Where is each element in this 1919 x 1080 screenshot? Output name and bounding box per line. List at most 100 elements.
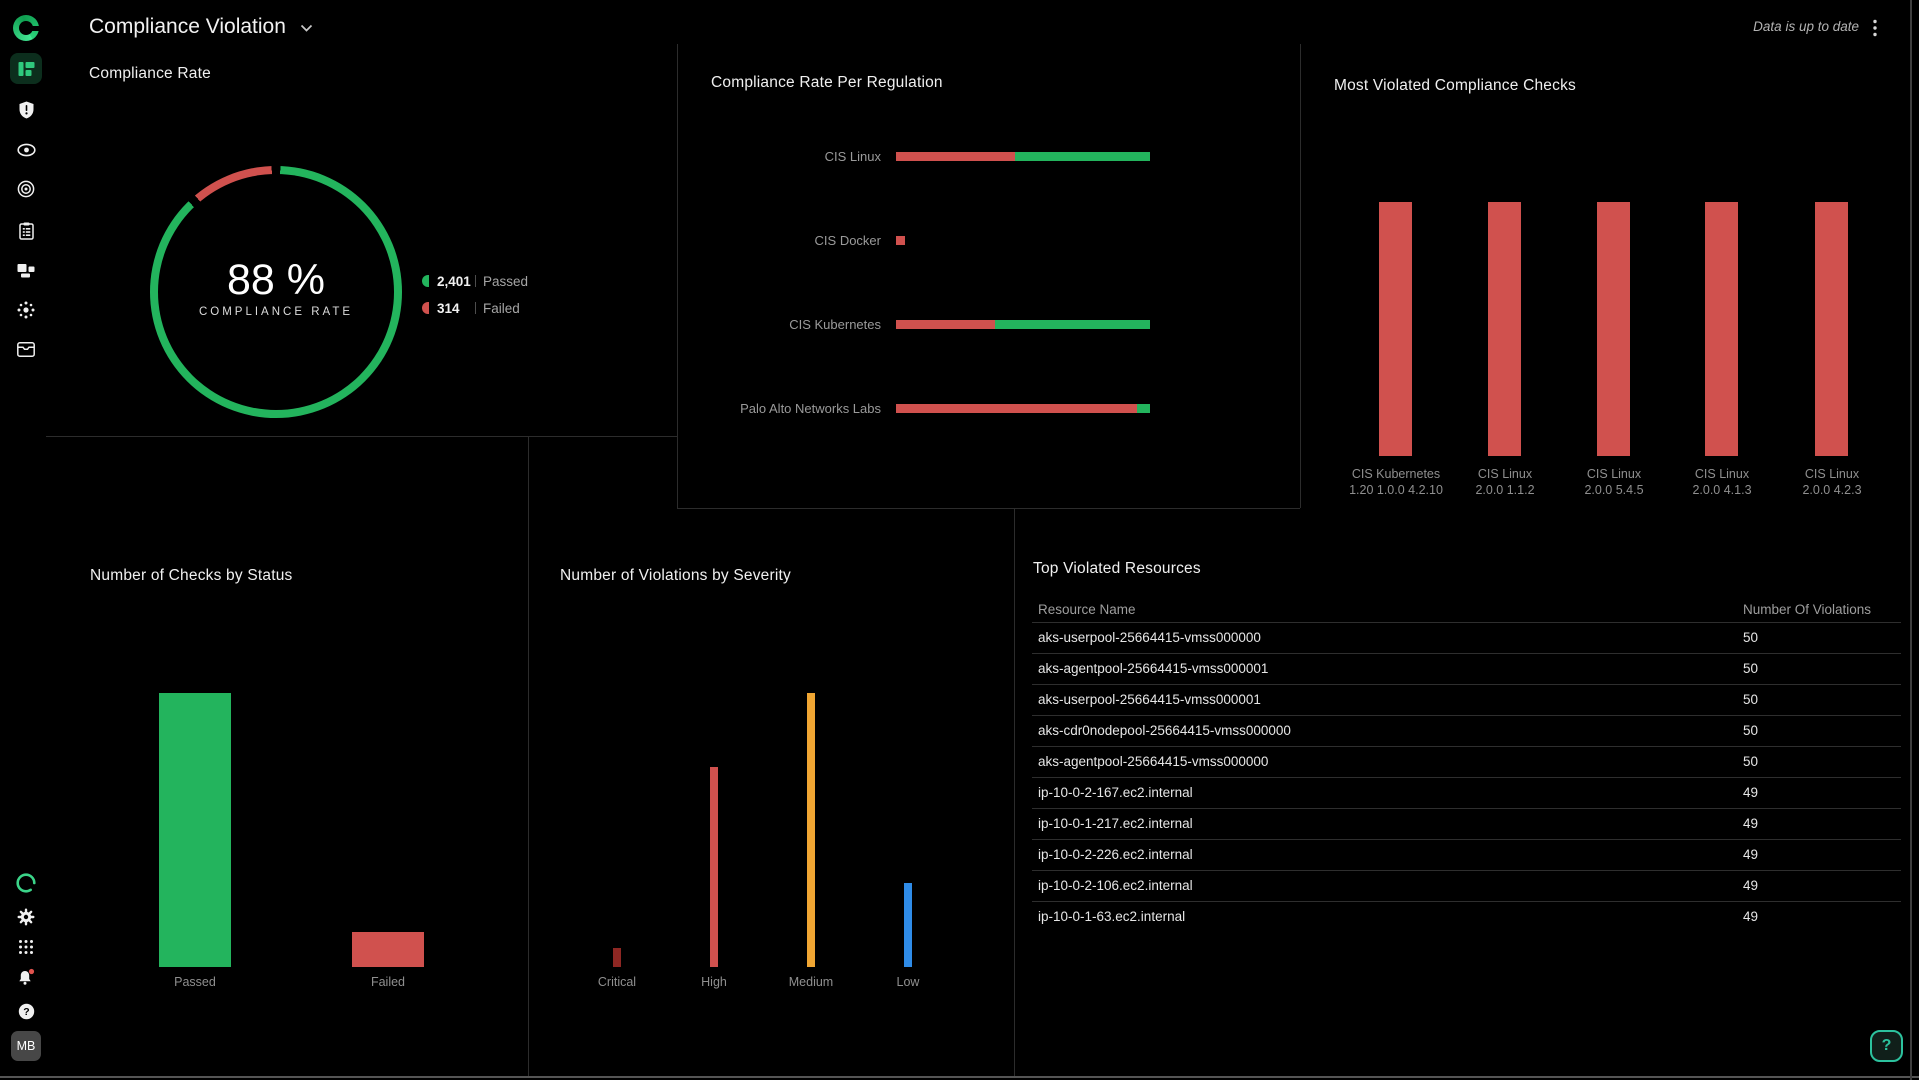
kebab-menu-icon[interactable] [1869,19,1881,37]
check-bar-3[interactable] [1597,202,1630,456]
panel-title-violations-by-severity: Number of Violations by Severity [560,567,791,584]
check-bar-2[interactable] [1488,202,1521,456]
failed-segment [896,320,995,329]
bell-icon [19,968,35,985]
check-bar-4[interactable] [1705,202,1738,456]
legend-divider [475,302,476,314]
compliance-rate-label: COMPLIANCE RATE [198,306,354,318]
avatar[interactable]: MB [11,1031,41,1061]
severity-bar-medium[interactable] [807,693,815,967]
chevron-down-icon[interactable] [300,24,313,33]
regulation-label: CIS Linux [824,149,881,164]
horizontal-scrollbar[interactable] [0,1076,1919,1078]
sidebar-item-copilot[interactable] [10,867,42,899]
passed-segment [1137,404,1150,413]
table-row[interactable]: aks-agentpool-25664415-vmss000001 50 [1032,654,1901,685]
legend-item-failed: 314 Failed [422,300,520,316]
regulation-label: CIS Kubernetes [789,317,881,332]
table-row[interactable]: ip-10-0-2-226.ec2.internal 49 [1032,840,1901,871]
passed-segment [1015,152,1150,161]
failed-label: Failed [483,300,520,316]
table-row[interactable]: aks-agentpool-25664415-vmss000000 50 [1032,747,1901,778]
table-row[interactable]: aks-cdr0nodepool-25664415-vmss000000 50 [1032,716,1901,747]
status-label-passed: Passed [174,975,216,989]
table-row[interactable]: ip-10-0-1-63.ec2.internal 49 [1038,909,1759,924]
divider-bottom-2 [1014,508,1015,1078]
divider-bottom-1 [528,436,529,1078]
sidebar-item-radar[interactable] [10,294,42,326]
severity-label-critical: Critical [597,975,637,989]
passed-legend-marker [422,275,429,287]
severity-bar-low[interactable] [904,883,912,967]
eye-icon [16,143,36,157]
table-row[interactable]: ip-10-0-2-167.ec2.internal 49 [1032,778,1901,809]
divider-top-2 [1300,44,1301,508]
severity-bar-high[interactable] [710,767,718,967]
check-bar-label: CIS Linux 2.0.0 1.1.2 [1475,467,1535,497]
regulation-label: Palo Alto Networks Labs [740,401,881,416]
legend-item-passed: 2,401 Passed [422,273,529,289]
burst-icon [17,301,35,319]
clipboard-icon [18,222,34,240]
regulation-bar-cis-kubernetes[interactable] [896,320,1150,329]
table-row[interactable]: ip-10-0-1-217.ec2.internal 49 [1032,809,1901,840]
sidebar-item-inventory[interactable] [10,254,42,286]
page-title[interactable]: Compliance Violation [89,15,286,38]
status-label-failed: Failed [370,975,406,989]
divider-h-mid [677,508,1300,509]
sidebar-item-apps[interactable] [10,931,42,963]
logo-notch [30,26,40,31]
regulation-bar-cis-docker[interactable] [896,236,905,245]
sidebar-item-reports[interactable] [10,333,42,365]
panel-title-most-violated: Most Violated Compliance Checks [1334,77,1576,94]
regulation-bar-cis-linux[interactable] [896,152,1150,161]
severity-bar-critical[interactable] [613,948,621,967]
regulation-bar-pan-labs[interactable] [896,404,1150,413]
compliance-rate-value: 88 % [226,256,325,304]
sidebar-item-settings[interactable] [10,901,42,933]
column-header-violations: Number Of Violations [1743,602,1872,617]
compliance-donut [150,166,402,418]
vertical-scrollbar[interactable] [1910,0,1912,1080]
sidebar-item-compliance[interactable] [10,215,42,247]
prisma-cloud-logo[interactable] [13,15,40,41]
grid-dots-icon [19,940,33,954]
passed-segment [995,320,1150,329]
failed-segment [896,236,905,245]
sidebar-item-policies[interactable] [10,173,42,205]
sidebar-item-help[interactable]: ? [10,995,42,1027]
donut-center: 88 % COMPLIANCE RATE [150,258,402,318]
severity-label-high: High [701,975,727,989]
help-button[interactable]: ? [1870,1030,1903,1062]
check-bar-1[interactable] [1379,202,1412,456]
shield-alert-icon [19,101,33,119]
sidebar-item-alerts[interactable] [10,94,42,126]
sidebar-item-dashboards[interactable] [10,53,42,85]
table-row[interactable]: aks-userpool-25664415-vmss000000 50 [1032,623,1901,654]
check-bar-label: CIS Kubernetes 1.20 1.0.0 4.2.10 [1349,467,1443,497]
help-circle-icon: ? [18,1003,34,1019]
table-row[interactable]: ip-10-0-2-106.ec2.internal 49 [1032,871,1901,902]
check-bar-label: CIS Linux 2.0.0 5.4.5 [1584,467,1644,497]
panel-title-compliance-rate: Compliance Rate [89,65,211,82]
top-violated-resources-table: Resource Name Number Of Violations aks-u… [1032,600,1901,932]
status-bar-failed[interactable] [352,932,424,967]
archive-box-icon [17,341,35,357]
sidebar-item-investigate[interactable] [10,134,42,166]
status-bar-passed[interactable] [159,693,231,967]
table-row[interactable]: aks-userpool-25664415-vmss000001 50 [1032,685,1901,716]
check-bar-label: CIS Linux 2.0.0 4.1.3 [1692,467,1752,497]
panel-title-top-violated-resources: Top Violated Resources [1033,560,1201,577]
check-bar-5[interactable] [1815,202,1848,456]
layout-dashboard-icon [18,62,34,76]
divider-h-left [46,436,677,437]
gear-icon [17,908,35,926]
severity-label-low: Low [896,975,920,989]
blocks-icon [17,264,35,278]
passed-label: Passed [483,273,529,289]
failed-segment [896,404,1137,413]
severity-label-medium: Medium [788,975,834,989]
sidebar-item-notifications[interactable] [10,961,42,993]
failed-count: 314 [437,300,460,316]
